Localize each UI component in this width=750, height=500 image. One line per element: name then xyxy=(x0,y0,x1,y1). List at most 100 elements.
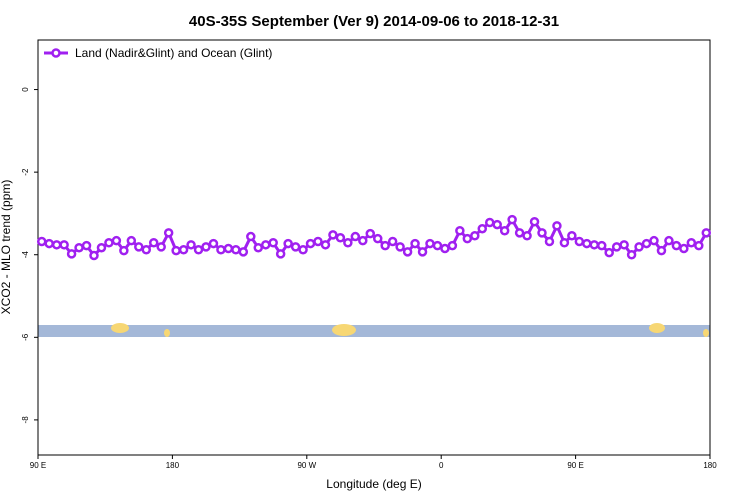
series-marker xyxy=(238,247,249,257)
series-marker xyxy=(574,236,585,247)
series-marker xyxy=(193,245,204,255)
series-marker xyxy=(126,235,137,246)
series-marker xyxy=(589,240,600,250)
series-marker xyxy=(320,240,331,250)
x-tick-label: 180 xyxy=(166,461,180,470)
series-marker xyxy=(216,245,226,255)
series-marker xyxy=(81,240,92,251)
series-marker xyxy=(679,243,689,254)
land xyxy=(164,329,170,337)
legend-marker xyxy=(51,48,61,58)
x-tick-label: 180 xyxy=(703,461,717,470)
series-marker xyxy=(372,233,383,244)
series-marker xyxy=(447,240,458,251)
series-marker xyxy=(417,247,428,257)
series-marker xyxy=(134,242,144,252)
series-marker xyxy=(552,221,562,231)
plot-frame xyxy=(37,39,711,456)
series-marker xyxy=(44,238,54,249)
series-marker xyxy=(246,231,256,242)
x-tick-label: 90 E xyxy=(567,461,583,470)
series-marker xyxy=(201,242,211,252)
land xyxy=(703,329,709,337)
land xyxy=(649,323,665,333)
series-marker xyxy=(686,238,697,248)
y-tick-label: -4 xyxy=(21,251,30,259)
series-marker xyxy=(253,242,264,253)
series-marker xyxy=(350,231,361,242)
series-marker xyxy=(111,235,122,246)
series-marker xyxy=(484,217,495,228)
y-axis-label: XCO2 - MLO trend (ppm) xyxy=(0,180,13,315)
series-marker xyxy=(626,249,637,260)
series-marker xyxy=(582,238,592,249)
series-marker xyxy=(559,238,570,248)
series-marker xyxy=(380,240,390,251)
series-marker xyxy=(365,228,376,239)
legend-label: Land (Nadir&Glint) and Ocean (Glint) xyxy=(75,46,272,60)
series-marker xyxy=(544,236,555,247)
x-axis-label: Longitude (deg E) xyxy=(326,477,421,491)
series-marker xyxy=(701,228,712,238)
series-marker xyxy=(522,230,532,241)
series-marker xyxy=(537,228,547,238)
series-marker xyxy=(343,238,353,248)
series-marker xyxy=(387,236,398,247)
series-marker xyxy=(335,233,346,243)
series-marker xyxy=(171,245,181,256)
series-marker xyxy=(186,240,196,250)
series-marker xyxy=(656,245,667,256)
series-marker xyxy=(178,245,189,255)
y-tick-label: -8 xyxy=(21,416,30,424)
series-marker xyxy=(119,245,129,256)
series-marker xyxy=(96,242,107,253)
ocean-strip xyxy=(38,325,710,337)
series-marker xyxy=(440,243,450,254)
series-marker xyxy=(358,235,368,246)
x-tick-label: 90 E xyxy=(30,461,46,470)
series-marker xyxy=(470,230,480,241)
y-tick-label: -2 xyxy=(21,168,30,176)
series-marker xyxy=(671,240,682,251)
series-marker xyxy=(328,230,338,240)
series-marker xyxy=(619,240,629,250)
series-marker xyxy=(290,242,301,252)
series-marker xyxy=(507,214,517,225)
series-marker xyxy=(410,238,420,249)
series-marker xyxy=(567,230,577,241)
series-marker xyxy=(283,238,293,249)
series-marker xyxy=(694,240,704,251)
series-marker xyxy=(634,242,644,252)
series-marker xyxy=(66,249,77,259)
series-marker xyxy=(148,238,159,248)
series-marker xyxy=(641,238,652,249)
series-marker xyxy=(298,245,308,255)
series-marker xyxy=(529,216,540,227)
series-marker xyxy=(275,249,286,259)
series-marker xyxy=(425,238,435,249)
series-marker xyxy=(156,242,166,252)
series-marker xyxy=(260,240,271,250)
series-marker xyxy=(268,238,278,248)
series-marker xyxy=(208,238,219,249)
series-marker xyxy=(477,223,488,234)
series-marker xyxy=(141,245,152,255)
series-marker xyxy=(455,226,465,236)
series-marker xyxy=(596,240,607,251)
series-marker xyxy=(231,245,241,255)
land xyxy=(111,323,129,333)
series-marker xyxy=(462,233,473,244)
series-marker xyxy=(611,242,622,252)
chart-title: 40S-35S September (Ver 9) 2014-09-06 to … xyxy=(189,13,559,30)
x-tick-label: 90 W xyxy=(297,461,316,470)
series-marker xyxy=(492,219,502,230)
series-marker xyxy=(36,236,47,247)
series-marker xyxy=(74,242,84,253)
series-marker xyxy=(59,240,69,250)
y-tick-label: 0 xyxy=(21,87,30,92)
series-marker xyxy=(514,228,525,238)
series-marker xyxy=(664,235,674,246)
series-marker xyxy=(104,238,114,248)
x-tick-label: 0 xyxy=(439,461,444,470)
